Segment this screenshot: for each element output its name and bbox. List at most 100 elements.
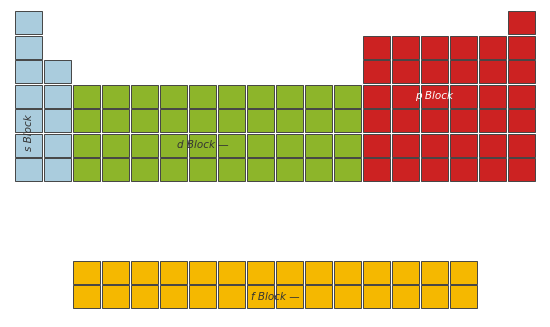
Bar (15, 11, 42, 34)
Bar (44, 158, 72, 181)
Bar (363, 134, 390, 157)
Bar (334, 85, 361, 108)
Bar (131, 109, 158, 132)
Bar (102, 285, 129, 308)
Bar (421, 261, 448, 284)
Bar (305, 109, 332, 132)
Text: f Block —: f Block — (251, 292, 299, 302)
Bar (450, 60, 477, 83)
Bar (508, 85, 535, 108)
Bar (478, 60, 506, 83)
Bar (276, 261, 303, 284)
Bar (392, 158, 419, 181)
Bar (392, 109, 419, 132)
Bar (305, 134, 332, 157)
Bar (247, 261, 274, 284)
Bar (102, 134, 129, 157)
Bar (450, 109, 477, 132)
Bar (44, 85, 72, 108)
Bar (247, 158, 274, 181)
Bar (160, 261, 187, 284)
Bar (15, 85, 42, 108)
Bar (189, 261, 216, 284)
Bar (131, 134, 158, 157)
Bar (44, 109, 72, 132)
Bar (421, 134, 448, 157)
Bar (15, 134, 42, 157)
Bar (160, 109, 187, 132)
Bar (305, 285, 332, 308)
Bar (15, 158, 42, 181)
Bar (73, 261, 100, 284)
Bar (218, 134, 245, 157)
Bar (508, 60, 535, 83)
Bar (160, 158, 187, 181)
Bar (247, 85, 274, 108)
Bar (131, 85, 158, 108)
Bar (508, 158, 535, 181)
Bar (160, 85, 187, 108)
Bar (189, 109, 216, 132)
Bar (508, 109, 535, 132)
Bar (363, 85, 390, 108)
Bar (305, 158, 332, 181)
Bar (218, 85, 245, 108)
Bar (15, 36, 42, 59)
Bar (421, 285, 448, 308)
Bar (276, 134, 303, 157)
Bar (131, 158, 158, 181)
Bar (450, 85, 477, 108)
Bar (421, 109, 448, 132)
Bar (421, 60, 448, 83)
Bar (421, 36, 448, 59)
Bar (102, 261, 129, 284)
Bar (218, 109, 245, 132)
Bar (305, 85, 332, 108)
Bar (450, 285, 477, 308)
Bar (102, 85, 129, 108)
Bar (102, 109, 129, 132)
Bar (363, 109, 390, 132)
Bar (276, 109, 303, 132)
Bar (478, 134, 506, 157)
Bar (478, 109, 506, 132)
Bar (247, 109, 274, 132)
Bar (218, 261, 245, 284)
Bar (508, 134, 535, 157)
Bar (450, 134, 477, 157)
Bar (363, 36, 390, 59)
Bar (276, 158, 303, 181)
Bar (189, 85, 216, 108)
Bar (334, 285, 361, 308)
Bar (73, 158, 100, 181)
Bar (508, 36, 535, 59)
Bar (392, 36, 419, 59)
Bar (392, 285, 419, 308)
Bar (189, 158, 216, 181)
Bar (305, 261, 332, 284)
Bar (247, 134, 274, 157)
Bar (392, 261, 419, 284)
Bar (131, 261, 158, 284)
Bar (392, 60, 419, 83)
Text: s Block: s Block (24, 114, 34, 151)
Bar (392, 85, 419, 108)
Bar (73, 85, 100, 108)
Bar (334, 134, 361, 157)
Bar (450, 36, 477, 59)
Bar (478, 36, 506, 59)
Bar (102, 158, 129, 181)
Bar (218, 285, 245, 308)
Bar (392, 134, 419, 157)
Bar (334, 158, 361, 181)
Text: p Block: p Block (415, 91, 453, 101)
Bar (276, 285, 303, 308)
Bar (247, 285, 274, 308)
Bar (508, 11, 535, 34)
Bar (363, 285, 390, 308)
Bar (218, 158, 245, 181)
Bar (334, 109, 361, 132)
Bar (131, 285, 158, 308)
Bar (73, 285, 100, 308)
Bar (73, 134, 100, 157)
